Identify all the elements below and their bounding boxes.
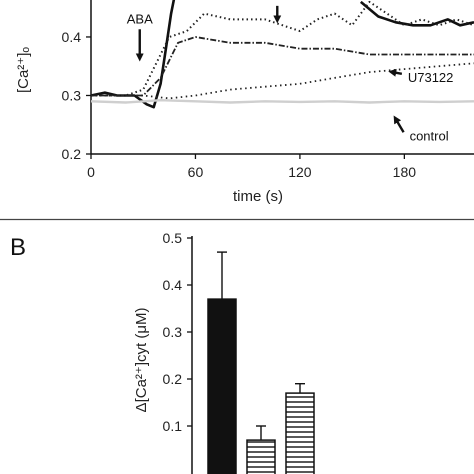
y-tick-label: 0.4	[62, 29, 82, 45]
bar-1	[207, 298, 237, 474]
series-line-6	[90, 99, 474, 104]
annotations: ABA U73122 control	[127, 5, 454, 143]
annotation-label: U73122	[408, 70, 454, 85]
x-tick-label: 0	[87, 164, 95, 180]
y-tick-label-b: 0.3	[163, 324, 183, 340]
y-tick-label-b: 0.1	[163, 418, 183, 434]
annotation-label: ABA	[127, 11, 153, 26]
y-ticks: 0.2 0.3 0.4	[62, 29, 91, 162]
x-tick-label: 180	[393, 164, 417, 180]
x-tick-label: 120	[288, 164, 312, 180]
annotation-arrow	[388, 68, 403, 77]
y-tick-label-b: 0.4	[163, 277, 183, 293]
y-tick-label-b: 0.5	[163, 230, 183, 246]
x-tick-label: 60	[188, 164, 204, 180]
y-axis-label-b: Δ[Ca²⁺]cyt (μM)	[133, 308, 150, 413]
series-line-1	[90, 0, 176, 109]
y-tick-label-b: 0.2	[163, 371, 183, 387]
y-tick-label: 0.2	[62, 146, 82, 162]
x-ticks: 0 60 120 180	[87, 154, 416, 180]
y-axis-label: [Ca²⁺]ₒ	[15, 47, 32, 93]
y-ticks-b: 0.1 0.2 0.3 0.4 0.5	[163, 230, 192, 434]
y-tick-label: 0.3	[62, 87, 82, 103]
annotation-arrow	[393, 115, 405, 133]
bar-chart-panel-b: B Δ[Ca²⁺]cyt (μM) 0.1 0.2 0.3 0.4 0.5	[10, 230, 315, 474]
bar-2	[246, 439, 276, 474]
series-group	[90, 0, 474, 109]
bars	[207, 251, 315, 474]
annotation-label: control	[410, 128, 449, 143]
series-line-5	[91, 62, 474, 100]
series-line-2	[359, 0, 474, 27]
panel-label-b: B	[10, 234, 26, 261]
bar-3	[285, 392, 315, 474]
line-chart-panel-a: [Ca²⁺]ₒ 0.2 0.3 0.4 0 60 120 180 ABA U73122 con…	[15, 0, 474, 205]
x-axis-label: time (s)	[233, 188, 283, 205]
series-line-4	[91, 36, 474, 97]
